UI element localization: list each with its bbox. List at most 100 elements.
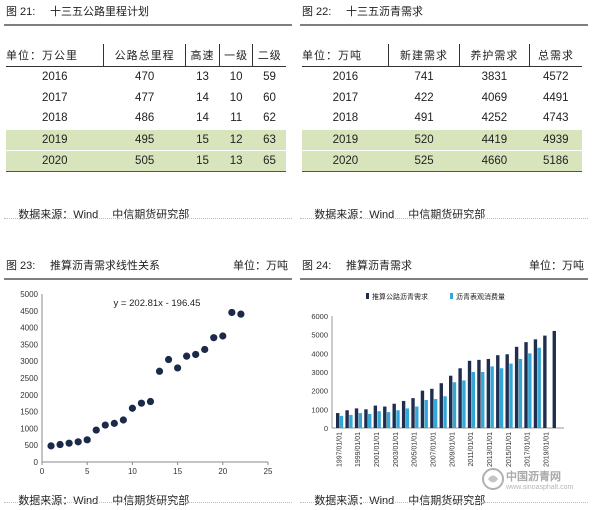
table-cell: 4660 bbox=[459, 149, 530, 172]
table-cell: 15 bbox=[185, 149, 220, 172]
bar-highway-demand bbox=[514, 346, 519, 428]
table-header-cell: 高速 bbox=[185, 44, 220, 67]
source-org: 中信期货研究部 bbox=[112, 209, 190, 221]
scatter-point bbox=[47, 442, 55, 450]
table-cell: 65 bbox=[252, 149, 286, 172]
bar-apparent-consumption bbox=[443, 396, 447, 428]
table-cell: 13 bbox=[196, 70, 209, 83]
bar-apparent-consumption bbox=[537, 347, 541, 428]
figure-number: 图 21: bbox=[6, 6, 36, 18]
table-cell: 470 bbox=[135, 70, 155, 83]
table-row: 2017 422 4069 4491 bbox=[302, 87, 582, 108]
y-tick-label: 3000 bbox=[311, 368, 328, 377]
table-header-row: 单位：万公里 公路总里程 高速 一级 二级 bbox=[6, 44, 286, 67]
bar-apparent-consumption bbox=[424, 400, 428, 428]
row-year-cell: 2017 bbox=[332, 91, 359, 104]
bar-apparent-consumption bbox=[415, 406, 419, 428]
row-year-cell: 2016 bbox=[42, 70, 68, 83]
table-row: 2019 495 15 12 63 bbox=[6, 128, 286, 150]
table-cell: 10 bbox=[229, 70, 243, 83]
y-tick-label: 2000 bbox=[311, 387, 328, 396]
figure-title: 推算沥青需求线性关系 bbox=[50, 260, 160, 272]
table-row: 2018 491 4252 4743 bbox=[302, 108, 582, 129]
bar-highway-demand bbox=[345, 410, 349, 428]
x-tick-label: 1999/01/01 bbox=[355, 432, 362, 467]
bar-apparent-consumption bbox=[386, 412, 391, 428]
table-cell: 520 bbox=[388, 128, 460, 150]
asphalt-demand-table: 单位：万吨 新建需求 养护需求 总需求 2016 741 3831 4572 2017 422 4… bbox=[302, 44, 582, 172]
table-header-cell: 单位：万吨 bbox=[302, 44, 389, 67]
table-cell: 525 bbox=[388, 149, 460, 172]
table-cell: 4069 bbox=[481, 91, 508, 104]
bar-highway-demand bbox=[354, 408, 359, 428]
scatter-point bbox=[192, 350, 200, 359]
source-note: 数据来源：Wind 中信期货研究部 bbox=[6, 480, 189, 510]
y-tick-label: 4500 bbox=[20, 307, 38, 316]
source-note: 数据来源：Wind 中信期货研究部 bbox=[302, 194, 485, 234]
source-org: 中信期货研究部 bbox=[112, 495, 190, 507]
bar-apparent-consumption bbox=[339, 415, 344, 428]
bar-apparent-consumption bbox=[368, 414, 372, 428]
table-cell: 486 bbox=[135, 112, 155, 125]
source-label: 数据来源： bbox=[18, 495, 74, 507]
table-cell: 3831 bbox=[481, 70, 508, 83]
source-label: 数据来源： bbox=[314, 495, 370, 507]
table-cell: 5186 bbox=[529, 149, 582, 172]
figure-header: 图 24: 推算沥青需求 单位：万吨 bbox=[296, 254, 592, 278]
table-cell: 15 bbox=[185, 128, 220, 150]
y-tick-label: 4000 bbox=[20, 324, 38, 333]
table-cell: 11 bbox=[230, 112, 243, 125]
figure-number: 图 22: bbox=[302, 6, 332, 18]
row-year-cell: 2020 bbox=[6, 149, 104, 172]
table-header-cell: 公路总里程 bbox=[103, 44, 186, 67]
trendline-equation: y = 202.81x - 196.45 bbox=[114, 298, 201, 309]
header-rule bbox=[4, 278, 292, 280]
y-tick-label: 0 bbox=[324, 424, 328, 433]
legend-swatch bbox=[450, 293, 453, 299]
x-tick-label: 0 bbox=[40, 467, 45, 476]
bar-apparent-consumption bbox=[471, 372, 476, 428]
figure-number: 图 24: bbox=[302, 260, 332, 272]
table-header-cell: 单位：万公里 bbox=[6, 44, 104, 67]
scatter-point bbox=[137, 399, 146, 407]
figure-unit: 单位：万吨 bbox=[233, 260, 288, 272]
panel-figure-23: 图 23: 推算沥青需求线性关系 单位：万吨 0 500 1000 1500 2000 2… bbox=[0, 254, 296, 510]
x-tick-label: 20 bbox=[218, 467, 227, 476]
table-cell: 491 bbox=[414, 112, 434, 125]
bar-highway-demand bbox=[533, 339, 538, 428]
watermark-logo-icon bbox=[482, 468, 504, 490]
table-cell: 62 bbox=[263, 112, 276, 125]
row-year-cell: 2020 bbox=[302, 149, 389, 172]
table-header-cell: 二级 bbox=[252, 44, 286, 67]
table-cell: 4419 bbox=[459, 128, 530, 150]
bar-apparent-consumption bbox=[433, 399, 438, 428]
table-header-cell: 养护需求 bbox=[458, 44, 530, 67]
y-tick-label: 1000 bbox=[311, 405, 328, 414]
table-cell: 63 bbox=[252, 128, 286, 150]
figure-header: 图 21: 十三五公路里程计划 bbox=[0, 0, 296, 24]
y-tick-label: 6000 bbox=[311, 312, 328, 321]
figure-title: 推算沥青需求 bbox=[346, 260, 412, 272]
bottom-divider bbox=[300, 502, 588, 503]
bar-apparent-consumption bbox=[349, 414, 353, 428]
table-cell: 477 bbox=[135, 91, 155, 104]
table-row: 2016 470 13 10 59 bbox=[6, 66, 286, 87]
bar-apparent-consumption bbox=[528, 353, 532, 428]
bar-highway-demand bbox=[373, 405, 378, 428]
table-header-cell: 总需求 bbox=[529, 44, 582, 67]
bottom-divider bbox=[4, 502, 292, 503]
bar-apparent-consumption bbox=[377, 411, 381, 428]
scatter-point bbox=[183, 352, 191, 360]
bar-apparent-consumption bbox=[405, 408, 410, 428]
figure-title: 十三五公路里程计划 bbox=[50, 6, 149, 18]
bar-highway-demand bbox=[458, 368, 462, 428]
scatter-point bbox=[174, 364, 182, 372]
x-tick-label: 2011/01/01 bbox=[468, 432, 475, 467]
x-tick-label: 2003/01/01 bbox=[393, 432, 400, 467]
scatter-chart: 0 500 1000 1500 2000 2500 3000 3500 4000 4500 5000… bbox=[20, 290, 273, 476]
table-cell: 422 bbox=[414, 91, 434, 104]
watermark: 中国沥青网 www.sinoasphalt.com bbox=[482, 466, 586, 500]
bar-highway-demand bbox=[524, 342, 528, 428]
legend-swatch bbox=[366, 293, 369, 299]
table-header-cell: 新建需求 bbox=[388, 44, 460, 67]
